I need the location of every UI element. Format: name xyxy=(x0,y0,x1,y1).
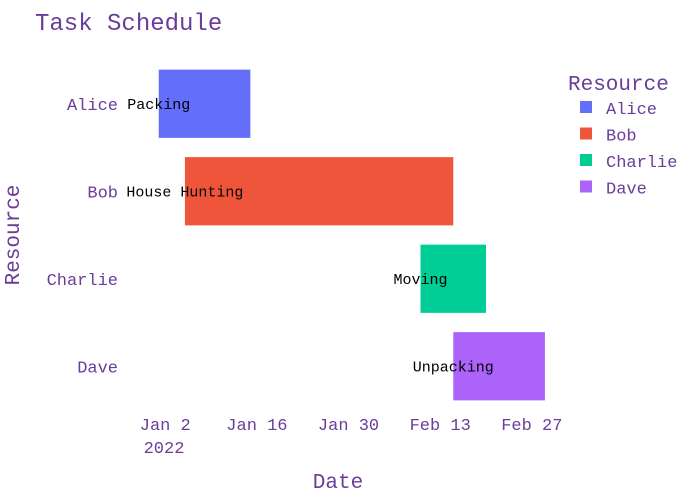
legend-swatch[interactable] xyxy=(580,180,592,193)
task-label: Packing xyxy=(127,97,190,114)
gantt-bar-bob[interactable] xyxy=(184,157,454,226)
x-tick-year: 2022 xyxy=(144,440,185,459)
legend-label[interactable]: Alice xyxy=(606,101,657,120)
y-axis-title: Resource xyxy=(3,185,26,286)
legend-title: Resource xyxy=(568,74,669,97)
legend-label[interactable]: Dave xyxy=(606,181,647,200)
legend-swatch[interactable] xyxy=(580,101,592,113)
y-tick-label: Charlie xyxy=(47,272,118,291)
x-tick-label: Jan 2 xyxy=(140,417,191,436)
task-label: House Hunting xyxy=(126,184,243,201)
legend-label[interactable]: Bob xyxy=(606,128,637,147)
x-tick-label: Jan 30 xyxy=(318,417,379,436)
gantt-bar-dave[interactable] xyxy=(453,332,545,401)
x-tick-label: Feb 27 xyxy=(501,417,562,436)
x-axis-title: Date xyxy=(313,472,363,495)
x-tick-label: Jan 16 xyxy=(226,417,287,436)
x-tick-label: Feb 13 xyxy=(410,417,471,436)
chart-title: Task Schedule xyxy=(35,11,222,38)
legend-label[interactable]: Charlie xyxy=(606,154,677,173)
y-tick-label: Dave xyxy=(77,359,118,378)
y-tick-label: Bob xyxy=(87,184,118,203)
task-label: Unpacking xyxy=(413,359,494,376)
task-label: Moving xyxy=(394,272,448,289)
y-tick-label: Alice xyxy=(67,97,118,116)
gantt-bar-charlie[interactable] xyxy=(420,244,486,313)
legend-swatch[interactable] xyxy=(580,154,592,166)
gantt-bar-alice[interactable] xyxy=(158,69,251,138)
legend-swatch[interactable] xyxy=(580,127,592,140)
